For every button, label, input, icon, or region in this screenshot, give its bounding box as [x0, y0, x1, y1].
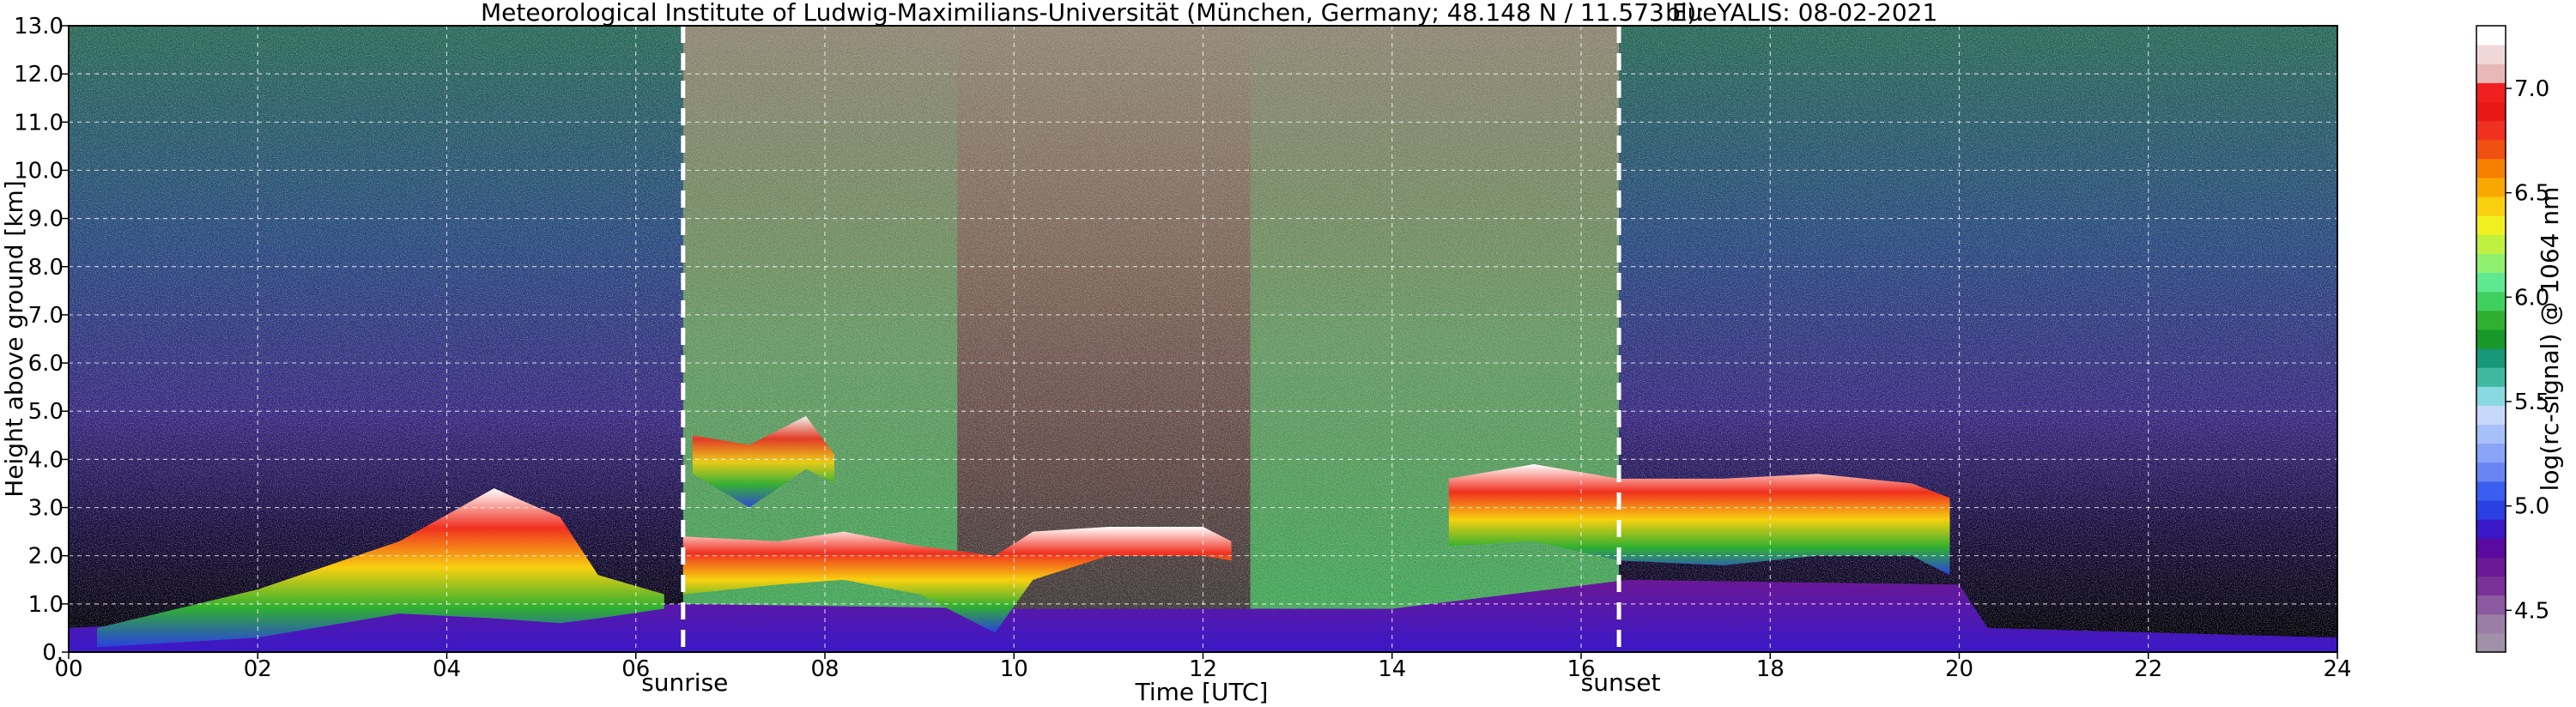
y-tick-label: 2.0: [28, 544, 64, 570]
colorbar-segment: [2476, 519, 2506, 539]
chart-title-instrument: blueYALIS: 08-02-2021: [1665, 0, 1937, 27]
x-tick-label: 04: [433, 656, 461, 682]
colorbar-segment: [2476, 158, 2506, 178]
x-tick-label: 06: [621, 656, 650, 682]
y-tick-label: 11.0: [14, 110, 64, 136]
x-axis-label: Time [UTC]: [1135, 678, 1269, 706]
colorbar-segment: [2476, 500, 2506, 520]
y-axis: 0. 1.0 2.0 3.0 4.0 5.0 6.0 7.0 8.0 9.0 10.0 11.0 12.…: [14, 14, 69, 666]
y-tick-label: 12.0: [14, 62, 64, 88]
colorbar-segment: [2476, 632, 2506, 653]
boundary-layer: [69, 579, 2337, 652]
colorbar-segment: [2476, 177, 2506, 197]
colorbar-segment: [2476, 120, 2506, 141]
colorbar-segment: [2476, 45, 2506, 64]
x-tick-label: 10: [1000, 656, 1028, 682]
y-tick-label: 13.0: [14, 14, 64, 39]
y-tick-label: 5.0: [28, 399, 64, 425]
y-tick-label: 7.0: [28, 303, 64, 329]
colorbar-segment: [2476, 613, 2506, 634]
colorbar-segment: [2476, 538, 2506, 558]
colorbar-segment: [2476, 443, 2506, 463]
colorbar-segment: [2476, 386, 2506, 406]
colorbar-frame: [2476, 25, 2506, 653]
x-tick-label: 02: [244, 656, 272, 682]
colorbar-tick-label: 5.0: [2514, 494, 2549, 520]
colorbar-segment: [2476, 234, 2506, 254]
colorbar-label: log(rc-signal) @ 1064 nm: [2536, 187, 2564, 492]
x-tick-label: 12: [1189, 656, 1217, 682]
cloud-layer-night: [97, 488, 664, 648]
colorbar: 4.5 5.0 5.5 6.0 6.5 7.0: [2476, 25, 2549, 653]
cloud-layer-high: [692, 415, 835, 508]
colorbar-segment: [2476, 405, 2506, 426]
x-tick-label: 14: [1378, 656, 1406, 682]
x-tick-label: 22: [2134, 656, 2162, 682]
colorbar-segment: [2476, 291, 2506, 311]
colorbar-tick-label: 4.5: [2514, 598, 2549, 624]
colorbar-tick-label: 7.0: [2514, 76, 2549, 102]
colorbar-segment: [2476, 272, 2506, 293]
x-tick-label: 18: [1756, 656, 1785, 682]
colorbar-segment: [2476, 595, 2506, 615]
colorbar-segment: [2476, 462, 2506, 482]
y-tick-label: 4.0: [28, 447, 64, 473]
colorbar-segment: [2476, 480, 2506, 501]
colorbar-segment: [2476, 348, 2506, 368]
grid: [69, 26, 2337, 652]
colorbar-tick-label: 6.5: [2514, 181, 2549, 207]
event-lines: sunrise sunset: [641, 26, 1661, 697]
y-tick-label: 9.0: [28, 207, 64, 233]
y-tick-label: 6.0: [28, 351, 64, 377]
chart-title: Meteorological Institute of Ludwig-Maxim…: [481, 0, 1705, 27]
y-tick-label: 3.0: [28, 496, 64, 522]
colorbar-segment: [2476, 367, 2506, 387]
y-tick-label: 0.: [42, 640, 64, 666]
cloud-layer-day: [682, 527, 1232, 633]
x-tick-label: 16: [1567, 656, 1595, 682]
colorbar-segment: [2476, 215, 2506, 235]
y-tick-label: 8.0: [28, 255, 64, 281]
x-tick-label: 00: [54, 656, 82, 682]
colorbar-segment: [2476, 253, 2506, 274]
event-label: sunrise: [641, 668, 728, 697]
colorbar-tick-label: 6.0: [2514, 285, 2549, 311]
colorbar-segment: [2476, 310, 2506, 330]
colorbar-segment: [2476, 424, 2506, 444]
colorbar-segment: [2476, 329, 2506, 349]
colorbar-segment: [2476, 63, 2506, 83]
x-tick-label: 08: [810, 656, 839, 682]
colorbar-segment: [2476, 196, 2506, 216]
x-axis: 00 02 04 06 08 10 12 14 16 18 20 22 24: [54, 652, 2352, 682]
colorbar-tick-label: 5.5: [2514, 390, 2549, 415]
y-tick-label: 1.0: [28, 592, 64, 618]
colorbar-segment: [2476, 139, 2506, 160]
colorbar-segment: [2476, 26, 2506, 45]
cloud-layer-evening: [1448, 464, 1950, 576]
colorbar-segment: [2476, 557, 2506, 577]
y-tick-label: 10.0: [14, 158, 64, 184]
event-label: sunset: [1581, 668, 1661, 697]
y-axis-label: Height above ground [km]: [0, 180, 28, 498]
x-tick-label: 24: [2323, 656, 2351, 682]
x-tick-label: 20: [1945, 656, 1973, 682]
colorbar-segment: [2476, 576, 2506, 596]
colorbar-segment: [2476, 101, 2506, 122]
colorbar-segment: [2476, 82, 2506, 102]
